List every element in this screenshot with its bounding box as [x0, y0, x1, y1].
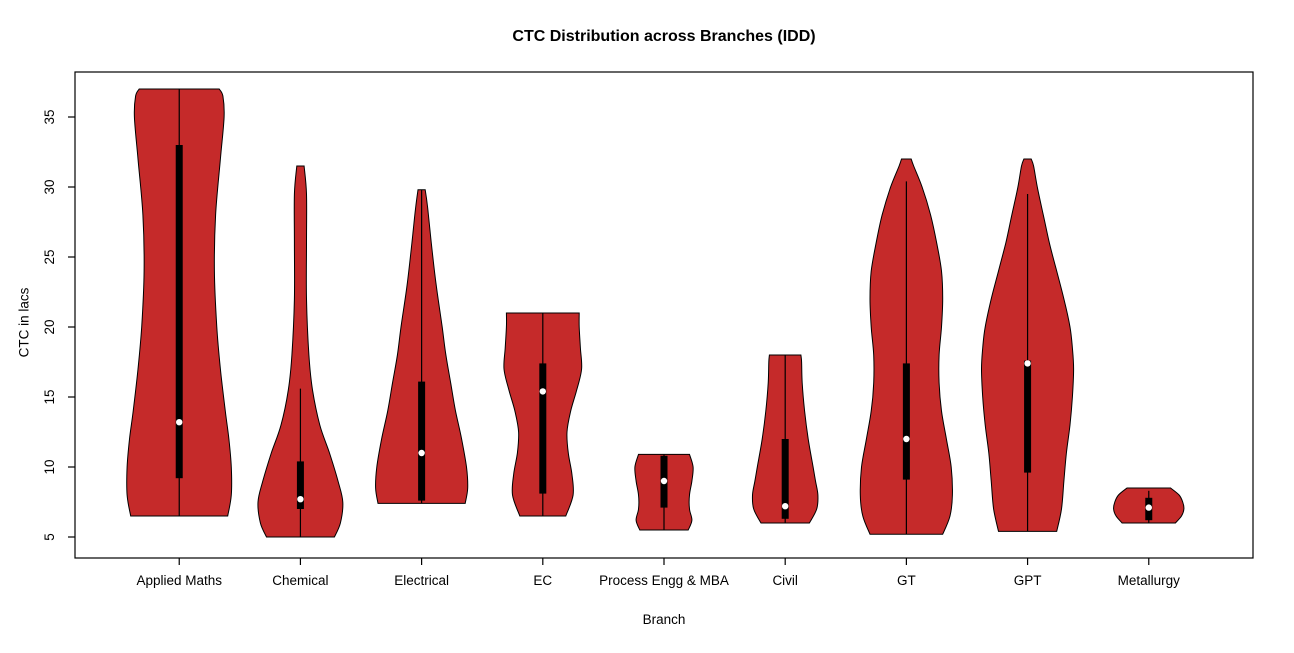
median-dot	[1024, 360, 1031, 367]
violin-chemical	[257, 165, 344, 538]
violin-gt	[859, 158, 953, 535]
chart-title: CTC Distribution across Branches (IDD)	[512, 28, 816, 45]
iqr-box	[1024, 360, 1032, 473]
y-tick-label: 10	[42, 459, 57, 474]
violin-applied-maths	[126, 88, 233, 517]
x-tick-label: EC	[533, 573, 552, 588]
violin-gpt	[980, 158, 1075, 532]
y-tick-label: 30	[42, 179, 57, 194]
y-tick-label: 35	[42, 109, 57, 124]
iqr-box	[539, 363, 547, 494]
iqr-box	[175, 145, 183, 479]
median-dot	[418, 449, 425, 457]
x-tick-label: Chemical	[272, 573, 328, 588]
median-dot	[660, 477, 668, 485]
x-tick-label: Applied Maths	[136, 573, 222, 588]
violin-ec	[503, 312, 583, 517]
x-tick-label: Process Engg & MBA	[599, 573, 729, 588]
median-dot	[297, 496, 304, 503]
median-dot	[1145, 504, 1152, 511]
x-tick-label: Civil	[772, 573, 798, 588]
x-tick-label: GT	[897, 573, 916, 588]
violin-electrical	[375, 189, 469, 504]
iqr-box	[296, 461, 304, 509]
median-dot	[781, 503, 789, 510]
violin-process-engg-mba	[634, 453, 694, 531]
violin-shape	[257, 165, 344, 538]
x-tick-label: Metallurgy	[1118, 573, 1181, 588]
violin-metallurgy	[1113, 487, 1185, 524]
median-dot	[539, 388, 547, 395]
x-tick-label: Electrical	[394, 573, 449, 588]
violin-civil	[751, 354, 819, 524]
median-dot	[903, 435, 910, 443]
y-tick-label: 20	[42, 319, 57, 334]
y-tick-label: 15	[42, 389, 57, 404]
x-axis-title: Branch	[642, 612, 686, 627]
x-tick-label: GPT	[1014, 573, 1042, 588]
iqr-box	[418, 381, 426, 501]
y-tick-label: 5	[42, 533, 57, 541]
y-tick-label: 25	[42, 249, 57, 264]
iqr-box	[781, 439, 789, 519]
iqr-box	[902, 363, 910, 480]
median-dot	[176, 419, 183, 426]
y-axis-title: CTC in lacs	[16, 287, 32, 358]
